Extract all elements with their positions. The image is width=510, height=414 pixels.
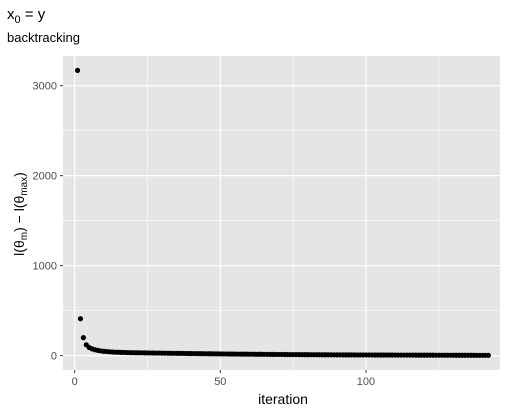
- data-point: [75, 68, 80, 73]
- plot-panel: [63, 56, 500, 370]
- y-label-part-2: ) − l(θ: [11, 196, 27, 232]
- chart-title-rest: = y: [21, 6, 46, 23]
- y-axis-label: l(θm) − l(θmax): [11, 172, 30, 256]
- panel-background: [63, 56, 500, 370]
- y-label-part-3: ): [11, 172, 27, 177]
- x-axis-ticks: 0 50 100: [72, 370, 376, 388]
- chart-subtitle: backtracking: [7, 30, 80, 45]
- y-tick-label: 1000: [33, 261, 57, 273]
- y-tick-label: 3000: [33, 81, 57, 93]
- x-tick-label: 50: [214, 376, 226, 388]
- y-axis-ticks: 0 1000 2000 3000: [33, 81, 63, 363]
- x-tick-label: 100: [357, 376, 375, 388]
- y-label-sub-2: max: [19, 177, 30, 196]
- y-label-part-1: l(θ: [11, 240, 27, 256]
- y-tick-label: 0: [51, 351, 57, 363]
- data-point: [486, 353, 491, 358]
- x-tick-label: 0: [72, 376, 78, 388]
- y-label-sub-1: m: [19, 232, 30, 240]
- data-point: [81, 335, 86, 340]
- y-tick-label: 2000: [33, 171, 57, 183]
- chart-title: x0 = y: [7, 6, 46, 26]
- x-axis-label: iteration: [258, 391, 308, 407]
- data-point: [78, 316, 83, 321]
